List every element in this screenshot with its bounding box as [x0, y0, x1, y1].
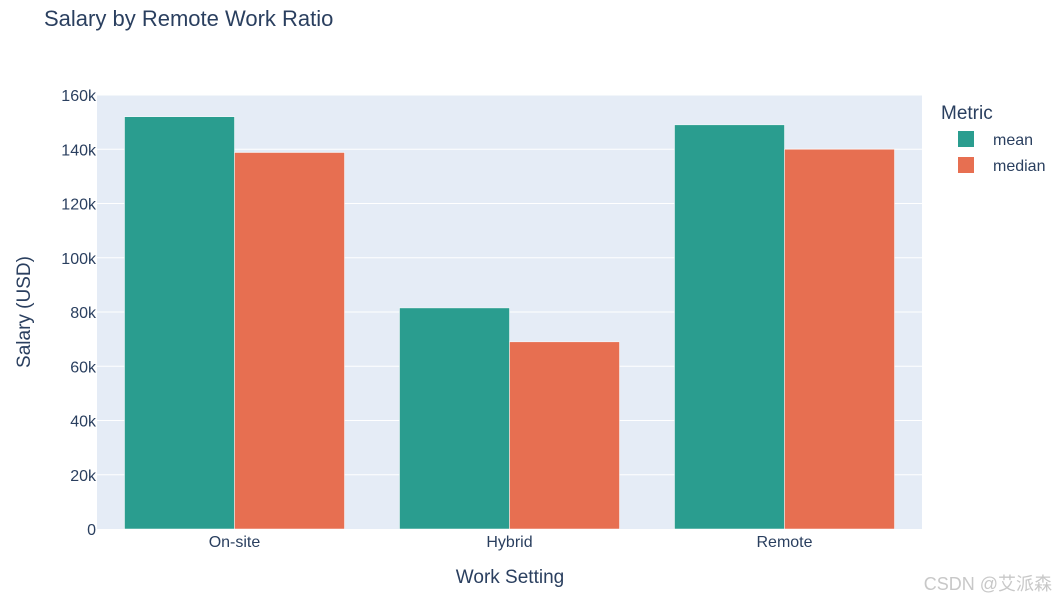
- bar-mean: [674, 124, 785, 530]
- y-tick-label: 80k: [70, 305, 97, 322]
- legend-swatch-mean: [958, 131, 974, 147]
- bar-median: [509, 341, 620, 530]
- y-axis-title: Salary (USD): [14, 256, 35, 368]
- y-tick-label: 140k: [61, 142, 97, 159]
- legend: Metric mean median: [941, 103, 1045, 175]
- x-axis-title: Work Setting: [456, 567, 564, 588]
- x-axis-ticks: On-site Hybrid Remote: [209, 534, 813, 551]
- x-tick-label: On-site: [209, 534, 261, 551]
- x-tick-label: Hybrid: [486, 534, 532, 551]
- legend-label-median: median: [993, 158, 1045, 175]
- y-tick-label: 40k: [70, 414, 97, 431]
- x-tick-label: Remote: [756, 534, 812, 551]
- bar-mean: [124, 116, 235, 530]
- legend-swatch-median: [958, 157, 974, 173]
- y-tick-label: 120k: [61, 197, 97, 214]
- legend-title: Metric: [941, 103, 993, 124]
- legend-label-mean: mean: [993, 132, 1033, 149]
- y-tick-label: 0: [87, 522, 96, 539]
- chart-title: Salary by Remote Work Ratio: [44, 6, 333, 31]
- y-tick-label: 20k: [70, 468, 97, 485]
- y-tick-label: 160k: [61, 88, 97, 105]
- y-tick-label: 100k: [61, 251, 97, 268]
- watermark: CSDN @艾派森: [924, 574, 1052, 594]
- bars: [124, 116, 895, 530]
- y-tick-label: 60k: [70, 359, 97, 376]
- bar-median: [234, 152, 345, 530]
- y-axis-ticks: 0 20k 40k 60k 80k 100k 120k 140k 160k: [61, 88, 97, 539]
- bar-median: [784, 149, 895, 530]
- bar-mean: [399, 307, 510, 530]
